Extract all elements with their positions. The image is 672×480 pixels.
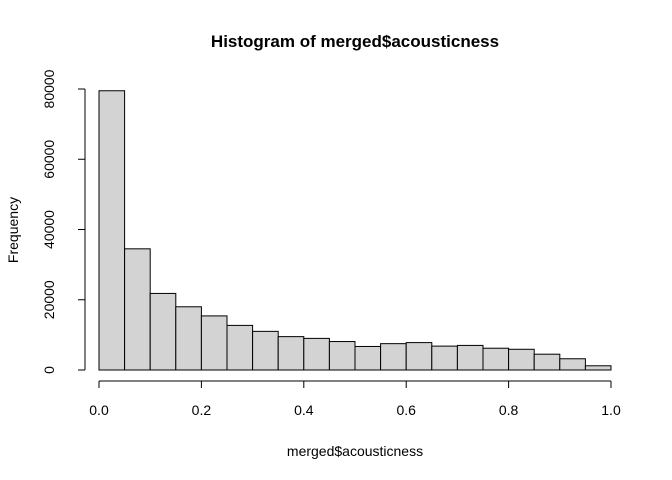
histogram-bar bbox=[431, 345, 458, 371]
x-tick-label: 1.0 bbox=[601, 402, 621, 418]
histogram-bar bbox=[533, 353, 561, 371]
chart-title: Histogram of merged$acousticness bbox=[211, 32, 499, 51]
histogram-bar bbox=[277, 336, 305, 371]
x-tick-label: 0.6 bbox=[396, 402, 416, 418]
histogram-bar bbox=[405, 342, 433, 371]
y-axis-label: Frequency bbox=[5, 197, 21, 263]
histogram-bar bbox=[328, 341, 356, 371]
x-tick-label: 0.0 bbox=[89, 402, 109, 418]
x-axis-label: merged$acousticness bbox=[287, 443, 423, 459]
histogram-bar bbox=[124, 248, 151, 371]
x-axis: 0.0 0.2 0.4 0.6 0.8 1.0 bbox=[89, 380, 621, 418]
histogram-bar bbox=[303, 337, 330, 371]
y-tick-label: 40000 bbox=[41, 210, 57, 249]
y-tick-label: 20000 bbox=[41, 280, 57, 319]
x-tick-label: 0.4 bbox=[294, 402, 314, 418]
histogram-bar bbox=[508, 348, 535, 371]
histogram-bar bbox=[380, 343, 407, 371]
x-tick-label: 0.2 bbox=[192, 402, 212, 418]
histogram-bar bbox=[252, 330, 279, 371]
histogram-bar bbox=[98, 90, 126, 371]
histogram-bar bbox=[200, 315, 228, 371]
histogram-bar bbox=[482, 347, 510, 371]
y-tick-label: 60000 bbox=[41, 140, 57, 179]
histogram-bar bbox=[584, 365, 612, 371]
x-tick-label: 0.8 bbox=[499, 402, 519, 418]
histogram-bar bbox=[149, 292, 177, 371]
histogram-bar bbox=[456, 344, 484, 371]
histogram-bar bbox=[175, 306, 202, 371]
y-tick-label: 80000 bbox=[41, 69, 57, 108]
histogram-bar bbox=[226, 324, 254, 371]
y-tick-label: 0 bbox=[41, 366, 57, 374]
bars-group bbox=[98, 90, 612, 371]
histogram-bar bbox=[559, 358, 586, 371]
y-axis: 0 20000 40000 60000 80000 bbox=[41, 69, 86, 374]
histogram-bar bbox=[354, 345, 382, 371]
